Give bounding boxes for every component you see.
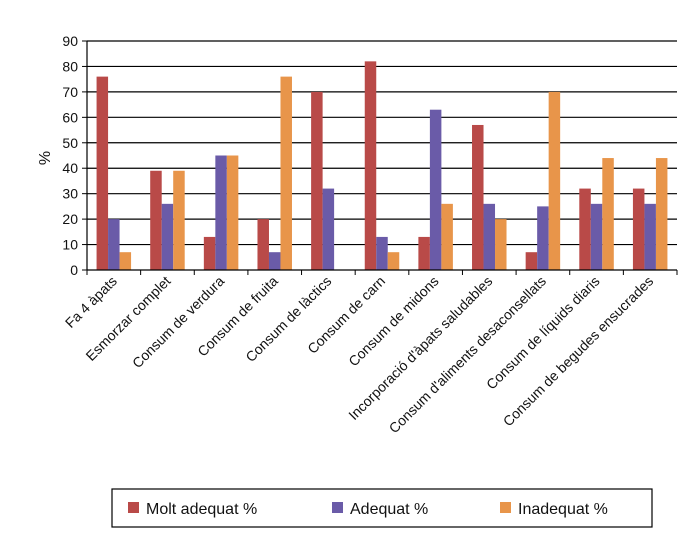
bar-inadequat-2 [226,155,239,270]
bar-adequat-2 [215,155,227,270]
bar-adequat-7 [483,203,496,270]
bar-molt-adequat-1 [150,170,162,270]
bar-inadequat-10 [655,158,668,270]
legend-label: Inadequat % [518,501,608,518]
y-tick-label: 70 [62,84,78,100]
bar-molt-adequat-2 [203,236,216,270]
x-category-label: Consum de midons [345,273,442,370]
bar-adequat-5 [376,236,388,270]
legend-swatch [500,502,511,513]
bar-inadequat-1 [173,170,185,270]
bar-molt-adequat-5 [364,61,377,270]
y-tick-label: 30 [62,186,78,202]
bar-adequat-1 [161,203,174,270]
bar-inadequat-8 [548,91,561,270]
legend-swatch [128,502,139,513]
bar-molt-adequat-7 [472,124,484,270]
y-axis-label: % [37,151,54,165]
bar-inadequat-9 [602,158,614,270]
y-tick-label: 80 [62,58,78,74]
legend-label: Adequat % [350,501,428,518]
y-tick-label: 40 [62,160,78,176]
bar-adequat-8 [537,206,549,270]
bar-inadequat-0 [119,252,132,270]
x-category-label: Consum de verdura [129,273,227,371]
bar-adequat-10 [644,203,656,270]
legend-swatch [332,502,343,513]
grid-layer [87,40,677,246]
bar-adequat-6 [429,109,442,270]
bar-inadequat-6 [441,203,453,270]
y-tick-label: 90 [62,33,78,49]
bar-molt-adequat-8 [525,252,538,270]
bar-adequat-0 [108,219,120,270]
y-tick-label: 20 [62,211,78,227]
legend-box [111,488,653,528]
y-tick-label: 0 [70,262,78,278]
bar-molt-adequat-4 [311,91,323,270]
legend: Molt adequat % Adequat % Inadequat % [111,488,653,528]
bar-inadequat-3 [280,76,292,270]
bar-layer [96,61,668,270]
bar-adequat-9 [590,203,603,270]
bar-molt-adequat-6 [418,236,430,270]
bar-molt-adequat-10 [632,188,645,270]
bar-adequat-3 [268,252,281,270]
y-tick-label: 10 [62,237,78,253]
bar-inadequat-7 [495,219,507,270]
bar-inadequat-5 [387,252,400,270]
bar-molt-adequat-3 [257,219,269,270]
y-tick-label: 60 [62,109,78,125]
y-tick-label: 50 [62,135,78,151]
bar-molt-adequat-9 [579,188,591,270]
bar-molt-adequat-0 [96,76,109,270]
legend-label: Molt adequat % [146,501,257,518]
x-category-label: Fa 4 àpats [62,273,120,331]
bar-adequat-4 [322,188,335,270]
